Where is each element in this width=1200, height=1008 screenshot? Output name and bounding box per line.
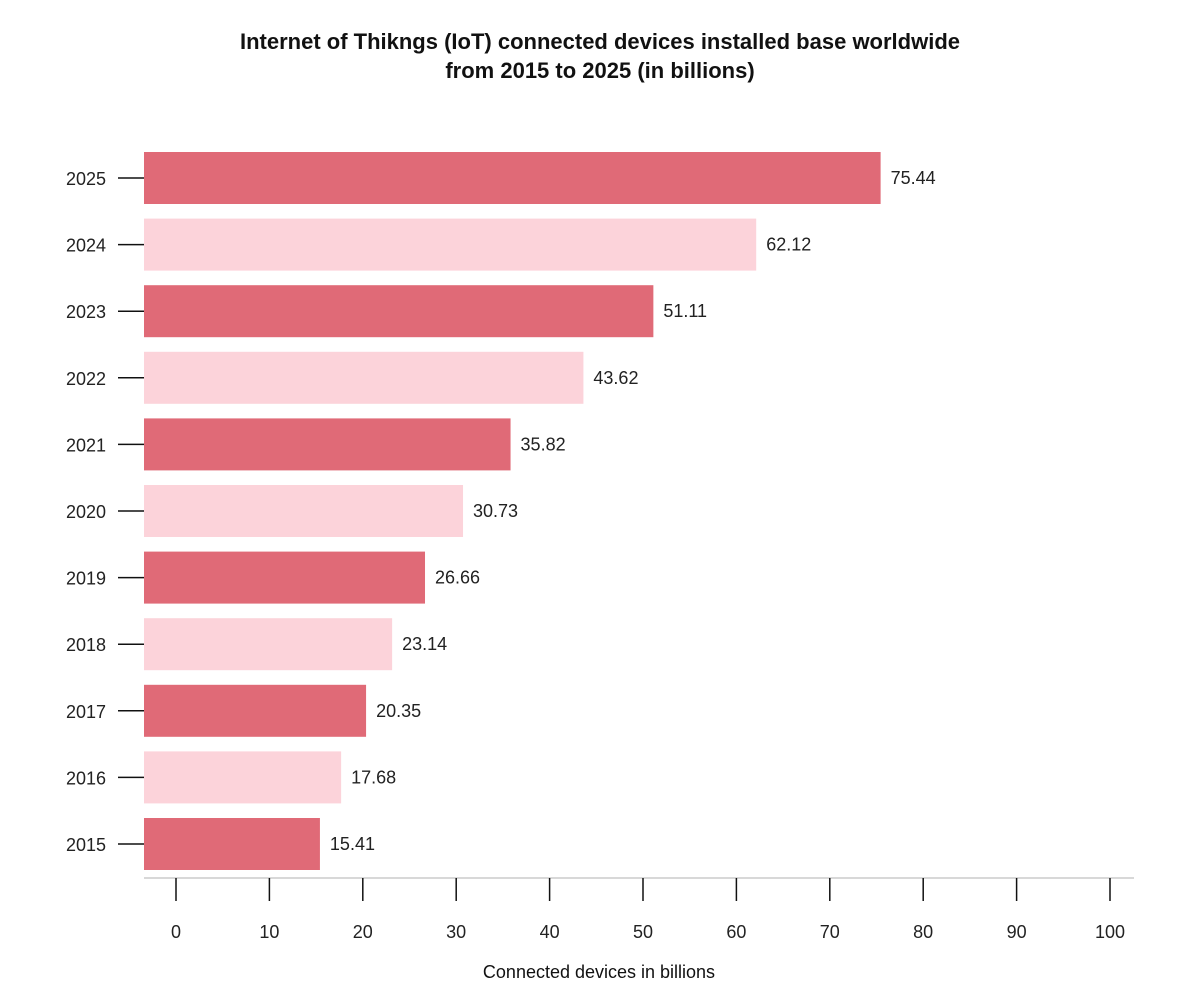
x-tick-label-10: 10 xyxy=(259,922,279,942)
y-tick-label-2021: 2021 xyxy=(66,435,106,455)
y-tick-label-2017: 2017 xyxy=(66,702,106,722)
x-axis-title: Connected devices in billions xyxy=(483,962,715,982)
x-tick-label-0: 0 xyxy=(171,922,181,942)
chart-title-line-2: from 2015 to 2025 (in billions) xyxy=(445,58,755,83)
value-label-2015: 15.41 xyxy=(330,834,375,854)
x-axis: 0 10 20 30 40 50 60 70 80 90 100 xyxy=(144,877,1134,942)
bar-2021 xyxy=(144,418,511,471)
value-label-2018: 23.14 xyxy=(402,634,447,654)
bar-2020 xyxy=(144,485,464,537)
y-tick-label-2018: 2018 xyxy=(66,635,106,655)
bar-2017 xyxy=(144,684,367,737)
value-label-2022: 43.62 xyxy=(593,368,638,388)
x-tick-label-50: 50 xyxy=(633,922,653,942)
value-label-2021: 35.82 xyxy=(521,434,566,454)
y-tick-label-2015: 2015 xyxy=(66,835,106,855)
chart-title: Internet of Thikngs (IoT) connected devi… xyxy=(0,27,1200,85)
value-label-2024: 62.12 xyxy=(766,235,811,255)
bar-2024 xyxy=(144,218,757,271)
y-tick-label-2023: 2023 xyxy=(66,302,106,322)
bar-2025 xyxy=(144,152,881,204)
x-tick-label-100: 100 xyxy=(1095,922,1125,942)
x-tick-label-20: 20 xyxy=(353,922,373,942)
x-tick-label-80: 80 xyxy=(913,922,933,942)
y-axis: 2015 2016 2017 2018 2019 2020 2021 2022 2023 2024… xyxy=(66,169,144,855)
y-tick-label-2024: 2024 xyxy=(66,236,106,256)
value-label-2025: 75.44 xyxy=(891,168,936,188)
value-label-2020: 30.73 xyxy=(473,501,518,521)
x-tick-label-70: 70 xyxy=(820,922,840,942)
x-tick-label-60: 60 xyxy=(726,922,746,942)
x-tick-label-40: 40 xyxy=(540,922,560,942)
y-tick-label-2016: 2016 xyxy=(66,768,106,788)
y-tick-label-2019: 2019 xyxy=(66,569,106,589)
bar-2023 xyxy=(144,285,654,338)
bar-2022 xyxy=(144,351,584,404)
bar-2015 xyxy=(144,818,320,870)
bar-2018 xyxy=(144,618,393,671)
y-tick-label-2025: 2025 xyxy=(66,169,106,189)
x-tick-label-90: 90 xyxy=(1007,922,1027,942)
value-label-2016: 17.68 xyxy=(351,767,396,787)
bar-2016 xyxy=(144,751,342,804)
chart-title-line-1: Internet of Thikngs (IoT) connected devi… xyxy=(239,29,961,54)
bar-2019 xyxy=(144,551,426,604)
x-tick-label-30: 30 xyxy=(446,922,466,942)
value-label-2019: 26.66 xyxy=(435,568,480,588)
value-label-2017: 20.35 xyxy=(376,701,421,721)
bars-layer: 15.41 17.68 20.35 23.14 26.66 30.73 35.82 43.62… xyxy=(144,152,936,870)
value-label-2023: 51.11 xyxy=(663,301,707,321)
y-tick-label-2020: 2020 xyxy=(66,502,106,522)
y-tick-label-2022: 2022 xyxy=(66,369,106,389)
